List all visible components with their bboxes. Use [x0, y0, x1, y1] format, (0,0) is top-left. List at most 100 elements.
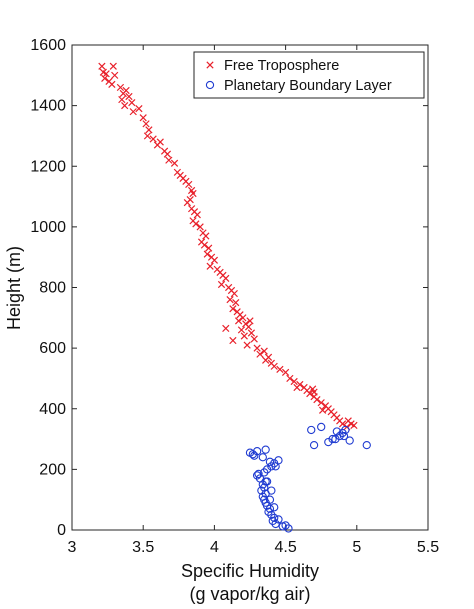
- data-point-x: [189, 189, 197, 198]
- data-point-x: [217, 280, 226, 289]
- data-point-circle: [362, 440, 371, 450]
- data-point-circle: [254, 469, 263, 479]
- data-point-x: [276, 365, 284, 373]
- data-point-x: [170, 159, 179, 167]
- data-point-circle: [265, 495, 275, 504]
- data-point-x: [318, 406, 327, 414]
- data-point-x: [101, 74, 109, 82]
- legend: Free Troposphere Planetary Boundary Laye…: [193, 51, 425, 99]
- y-tick-label: 1000: [30, 219, 66, 236]
- data-point-x: [200, 241, 209, 249]
- data-point-x: [290, 377, 298, 386]
- data-point-circle: [332, 427, 342, 436]
- legend-label-free-troposphere: Free Troposphere: [224, 58, 339, 74]
- data-point-x: [210, 256, 219, 264]
- data-point-circle: [345, 436, 354, 445]
- y-tick-label: 1400: [30, 98, 66, 115]
- data-point-circle: [309, 440, 319, 450]
- data-point-circle: [341, 425, 350, 435]
- data-point-x: [135, 105, 143, 113]
- data-point-x: [193, 211, 201, 219]
- data-point-x: [237, 326, 246, 334]
- data-point-x: [232, 299, 240, 307]
- x-tick-label: 5.5: [417, 539, 439, 556]
- data-point-circle: [252, 447, 262, 456]
- data-point-x: [229, 305, 237, 313]
- data-point-x: [243, 341, 251, 349]
- data-point-x: [270, 362, 278, 370]
- data-point-x: [156, 138, 164, 146]
- data-point-circle: [270, 503, 279, 512]
- y-tick-label: 200: [39, 461, 66, 478]
- data-point-x: [350, 421, 358, 430]
- legend-marker-free-troposphere: [206, 61, 214, 69]
- data-point-x: [247, 329, 256, 337]
- x-tick-label: 3: [68, 539, 77, 556]
- x-axis-label-line-2: (g vapor/kg air): [189, 584, 310, 604]
- y-tick-label: 800: [39, 280, 66, 297]
- data-point-x: [128, 98, 136, 107]
- data-point-x: [139, 114, 147, 122]
- data-point-circle: [252, 471, 262, 480]
- data-point-x: [226, 296, 234, 304]
- data-point-circle: [271, 462, 280, 471]
- data-point-x: [229, 336, 237, 345]
- data-point-x: [116, 83, 125, 92]
- data-point-x: [108, 80, 116, 89]
- data-point-x: [256, 350, 264, 358]
- data-point-x: [286, 374, 294, 383]
- data-point-circle: [339, 431, 349, 441]
- series-planetary-boundary-layer: [245, 422, 371, 533]
- x-tick-label: 4.5: [274, 539, 296, 556]
- data-point-circle: [250, 451, 259, 460]
- data-point-circle: [328, 434, 337, 444]
- data-point-x: [202, 232, 210, 240]
- data-point-circle: [262, 477, 272, 486]
- x-axis-ticks: 3 3.5 4 4.5 5 5.5: [68, 45, 439, 556]
- data-point-x: [309, 385, 317, 393]
- legend-label-planetary-boundary-layer: Planetary Boundary Layer: [224, 78, 392, 94]
- data-point-x: [118, 95, 126, 104]
- y-tick-label: 1600: [30, 37, 66, 54]
- data-point-x: [125, 92, 133, 101]
- data-point-circle: [274, 515, 283, 524]
- data-point-circle: [261, 445, 270, 454]
- data-point-x: [102, 70, 110, 78]
- data-point-circle: [267, 486, 276, 495]
- data-point-x: [250, 335, 258, 343]
- data-point-x: [98, 62, 106, 70]
- legend-marker-planetary-boundary-layer: [205, 80, 215, 90]
- y-tick-label: 0: [57, 522, 66, 539]
- data-point-x: [239, 314, 247, 322]
- data-point-x: [293, 383, 301, 392]
- data-point-x: [145, 126, 153, 134]
- data-point-circle: [307, 425, 316, 435]
- x-tick-label: 5: [352, 539, 361, 556]
- data-point-x: [165, 156, 173, 164]
- data-point-x: [163, 150, 172, 158]
- data-points: [98, 62, 371, 533]
- y-tick-label: 400: [39, 401, 66, 418]
- data-point-x: [206, 262, 214, 270]
- legend-circle-marker: [205, 80, 215, 90]
- y-tick-label: 600: [39, 340, 66, 357]
- data-point-x: [122, 86, 130, 95]
- data-point-x: [196, 223, 204, 231]
- data-point-circle: [317, 422, 326, 432]
- x-tick-label: 4: [210, 539, 219, 556]
- data-point-x: [234, 317, 243, 325]
- data-point-x: [246, 317, 254, 325]
- data-point-x: [253, 344, 261, 352]
- data-point-x: [121, 102, 129, 110]
- data-point-x: [317, 399, 325, 407]
- data-point-x: [111, 71, 119, 79]
- data-point-x: [183, 199, 191, 207]
- data-point-x: [344, 417, 352, 425]
- data-point-x: [230, 289, 238, 298]
- y-tick-label: 1200: [30, 158, 66, 175]
- legend-box: [193, 51, 425, 99]
- data-point-x: [205, 244, 213, 252]
- data-point-circle: [281, 521, 290, 530]
- data-point-x: [129, 108, 137, 116]
